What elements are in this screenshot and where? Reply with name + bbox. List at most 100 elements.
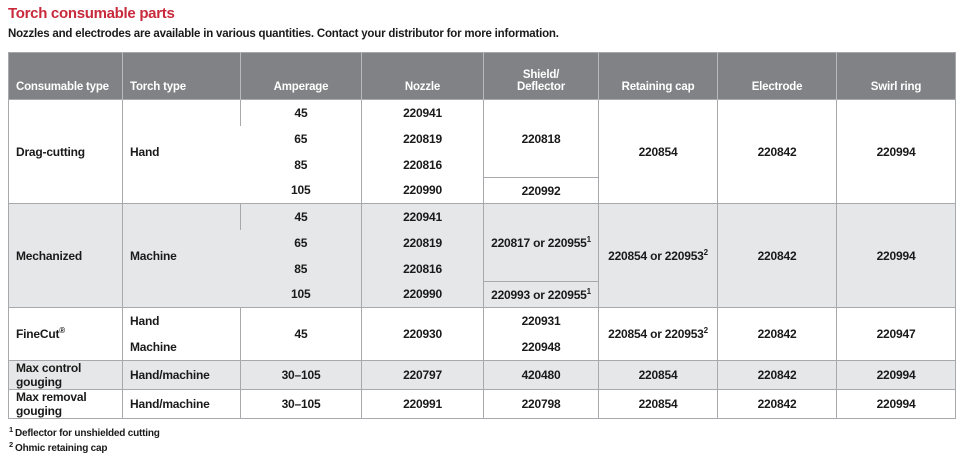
cell-amperage: 85 — [294, 157, 308, 172]
cell-torch-type: Hand — [122, 99, 241, 204]
table-header: Consumable type Torch type Amperage Nozz… — [8, 52, 956, 100]
footnote-marker: 2 — [9, 439, 13, 449]
cell-nozzle: 220991 — [361, 389, 484, 419]
consumables-table: Consumable type Torch type Amperage Nozz… — [8, 52, 956, 419]
cell-amperage: 85 — [240, 255, 362, 282]
footnote-marker: 2 — [703, 247, 708, 257]
torch-type-stack: Hand Machine — [130, 308, 238, 360]
header-shield-deflector: Shield/ Deflector — [483, 52, 599, 100]
cell-torch-type: Hand Machine — [122, 307, 241, 361]
cell-retaining-cap: 220854 — [598, 389, 718, 419]
torch-type-value: Hand — [130, 314, 160, 328]
torch-type-value: Machine — [130, 340, 177, 354]
table-group-max-control-gouging: Max control gouging Hand/machine 30–105 … — [8, 360, 956, 390]
shield-value: 220948 — [521, 340, 561, 354]
cell-swirl-ring: 220994 — [836, 389, 956, 419]
consumable-type-value: FineCut — [16, 327, 60, 341]
cell-nozzle: 220816 — [361, 151, 484, 178]
cell-retaining-cap: 220854 — [598, 99, 718, 204]
table-group-max-removal-gouging: Max removal gouging Hand/machine 30–105 … — [8, 389, 956, 419]
page-subtitle: Nozzles and electrodes are available in … — [8, 28, 559, 40]
cell-shield: 220931 220948 — [483, 307, 599, 361]
footnote-marker: 1 — [586, 286, 591, 296]
table-row: FineCut® Hand Machine 45 220930 220931 2… — [9, 307, 956, 361]
cell-shield: 220992 — [483, 177, 599, 204]
shield-stack: 220931 220948 — [486, 308, 596, 360]
footnote-marker: 1 — [9, 424, 13, 434]
cell-amperage: 65 — [294, 131, 308, 146]
cell-nozzle: 220990 — [361, 281, 484, 308]
cell-amperage: 65 — [240, 229, 362, 256]
table-row: 105 220990 220992 — [9, 177, 956, 204]
cell-amperage: 30–105 — [240, 389, 362, 419]
cell-torch-type: Machine — [122, 203, 241, 308]
cell-amperage: 105 — [240, 281, 362, 308]
cell-shield: 220798 — [483, 389, 599, 419]
footnote-marker: 2 — [703, 326, 708, 335]
footnote-text: Ohmic retaining cap — [14, 443, 108, 454]
table-row: Drag-cutting Hand 45 220941 220818 22085… — [9, 99, 956, 204]
cell-consumable-type: Max removal gouging — [16, 390, 87, 418]
header-electrode: Electrode — [717, 52, 837, 100]
page-title: Torch consumable parts — [8, 5, 175, 22]
cell-torch-type: Hand/machine — [122, 360, 241, 390]
footnote-1: 1 Deflector for unshielded cutting — [9, 424, 952, 441]
table-row: 85 220816 — [9, 255, 956, 282]
cell-electrode: 220842 — [717, 307, 837, 361]
header-shield-line1: Shield/ — [522, 69, 560, 81]
header-swirl-ring: Swirl ring — [836, 52, 956, 100]
table-row: Max control gouging Hand/machine 30–105 … — [8, 360, 956, 390]
cell-nozzle: 220990 — [361, 177, 484, 204]
shield-value: 220931 — [521, 314, 561, 328]
cell-shield: 220993 or 2209551 — [483, 281, 599, 308]
cell-retaining-cap: 220854 or 2209532 — [598, 307, 718, 361]
registered-trademark: ® — [59, 326, 65, 335]
retaining-cap-value: 220854 or 220953 — [608, 248, 704, 263]
table-row: 85 220816 — [9, 151, 956, 178]
cell-amperage: 45 — [240, 99, 362, 126]
cell-nozzle: 220819 — [361, 125, 484, 152]
retaining-cap-value: 220854 or 220953 — [608, 327, 704, 341]
table-row: 65 220819 — [9, 125, 956, 152]
cell-electrode: 220842 — [717, 389, 837, 419]
shield-value: 220817 or 220955 — [491, 235, 587, 250]
cell-amperage: 105 — [291, 183, 311, 198]
table-row: Mechanized Machine 45 220941 220817 or 2… — [8, 203, 956, 308]
cell-swirl-ring: 220994 — [836, 360, 956, 390]
cell-amperage: 30–105 — [240, 360, 362, 390]
cell-consumable-type: Max control gouging — [8, 360, 123, 390]
footnote-text: Deflector for unshielded cutting — [14, 428, 160, 439]
header-retaining-cap: Retaining cap — [598, 52, 718, 100]
cell-electrode: 220842 — [717, 203, 837, 308]
table-row: Max removal gouging Hand/machine 30–105 … — [9, 389, 956, 419]
cell-shield: 220818 — [483, 99, 599, 178]
cell-electrode: 220842 — [717, 99, 837, 204]
cell-nozzle: 220819 — [361, 229, 484, 256]
cell-nozzle: 220816 — [361, 255, 484, 282]
cell-nozzle: 220930 — [361, 307, 484, 361]
cell-nozzle: 220797 — [361, 360, 484, 390]
header-consumable-type: Consumable type — [8, 52, 123, 100]
table-row: 65 220819 — [9, 229, 956, 256]
cell-swirl-ring: 220994 — [836, 203, 956, 308]
cell-retaining-cap: 220854 or 2209532 — [598, 203, 718, 308]
cell-amperage: 45 — [240, 307, 362, 361]
shield-value: 220993 or 220955 — [491, 287, 587, 302]
cell-consumable-type: FineCut® — [9, 308, 123, 361]
cell-consumable-type: Drag-cutting — [16, 144, 85, 159]
cell-consumable-type: Mechanized — [8, 203, 123, 308]
table-group-finecut: FineCut® Hand Machine 45 220930 220931 2… — [8, 307, 956, 361]
footnotes: 1 Deflector for unshielded cutting 2 Ohmic… — [8, 424, 952, 456]
cell-shield: 420480 — [483, 360, 599, 390]
header-amperage: Amperage — [240, 52, 362, 100]
cell-nozzle: 220941 — [361, 99, 484, 126]
table-row: 105 220990 220993 or 2209551 — [9, 281, 956, 308]
footnote-marker: 1 — [586, 234, 591, 244]
footnote-2: 2 Ohmic retaining cap — [9, 439, 952, 456]
cell-torch-type: Hand/machine — [122, 389, 241, 419]
cell-shield: 220817 or 2209551 — [483, 203, 599, 282]
cell-nozzle: 220941 — [361, 203, 484, 230]
cell-retaining-cap: 220854 — [598, 360, 718, 390]
header-torch-type: Torch type — [122, 52, 241, 100]
